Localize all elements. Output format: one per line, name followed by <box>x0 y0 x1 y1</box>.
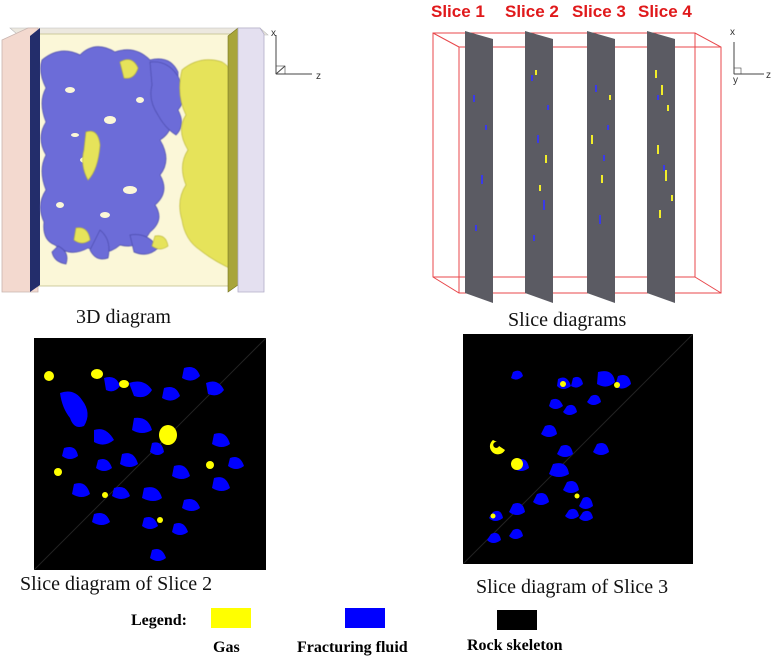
axis-label-x-3d: x <box>271 28 276 39</box>
legend-swatch-gas <box>211 608 251 628</box>
slice-3-image <box>463 334 693 564</box>
right-plate <box>227 27 239 293</box>
box-top-face <box>9 27 269 36</box>
legend-swatch-rock-skeleton <box>497 610 537 630</box>
axis-label-x-slices: x <box>730 27 735 38</box>
slice-specks-gas <box>535 70 673 218</box>
slice-label-4: Slice 4 <box>638 2 692 21</box>
legend-swatch-fracturing-fluid <box>345 608 385 628</box>
slice-label-1: Slice 1 <box>431 2 485 21</box>
legend-label-gas: Gas <box>213 639 240 656</box>
axis-label-y-slices: y <box>733 75 738 86</box>
axis-triad-3d <box>275 35 312 75</box>
slice-plane-1 <box>465 31 493 303</box>
slice-2-gas <box>44 369 214 523</box>
axis-label-z-3d: z <box>316 71 321 82</box>
slice-specks-fluid <box>473 75 665 241</box>
caption-slice-diagrams: Slice diagrams <box>508 309 627 331</box>
slice-2-image <box>34 338 266 570</box>
legend-label-fracturing-fluid: Fracturing fluid <box>297 639 408 656</box>
slice-plane-4 <box>647 31 675 303</box>
axis-triad-slices <box>733 42 764 75</box>
legend-title: Legend: <box>131 612 187 629</box>
slice-2-fluid <box>60 367 244 561</box>
slice-3-gas <box>489 381 620 519</box>
axis-label-z-slices: z <box>766 70 771 81</box>
legend-label-rock-skeleton: Rock skeleton <box>467 637 563 654</box>
left-plate <box>30 28 40 292</box>
caption-3d-diagram: 3D diagram <box>76 306 171 328</box>
fracturing-fluid-volume <box>40 46 185 265</box>
slice-label-2: Slice 2 <box>505 2 559 21</box>
caption-slice-3: Slice diagram of Slice 3 <box>476 576 669 598</box>
slice-3-fluid <box>487 370 631 543</box>
caption-slice-2: Slice diagram of Slice 2 <box>20 573 213 595</box>
slice-label-3: Slice 3 <box>572 2 626 21</box>
slice-plane-2 <box>525 31 553 303</box>
slice-diagrams <box>432 31 722 303</box>
right-endcap <box>237 27 265 293</box>
gas-volume <box>73 59 235 271</box>
slice-plane-3 <box>587 31 615 303</box>
3d-diagram <box>1 27 269 293</box>
